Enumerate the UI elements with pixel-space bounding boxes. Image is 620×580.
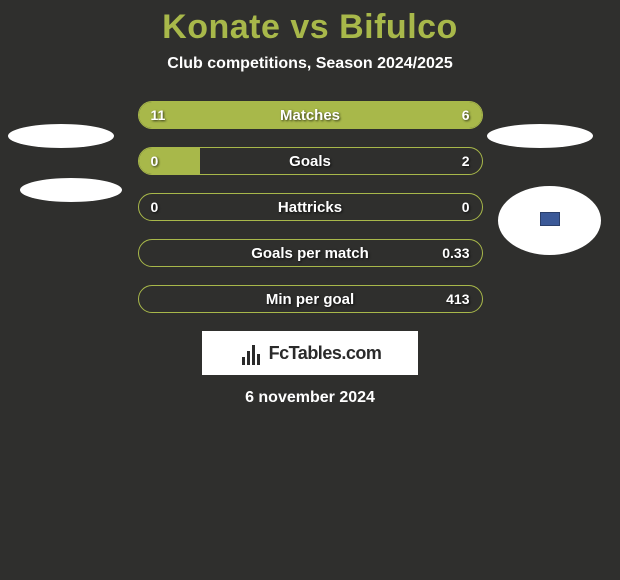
subtitle: Club competitions, Season 2024/2025 bbox=[0, 55, 620, 73]
stat-label: Min per goal bbox=[139, 286, 482, 312]
bar-chart-icon bbox=[239, 341, 263, 365]
player-right-ellipse bbox=[487, 124, 593, 148]
value-right: 0.33 bbox=[442, 240, 469, 266]
value-right: 6 bbox=[462, 102, 470, 128]
stat-row-hattricks: 0 Hattricks 0 bbox=[138, 193, 483, 221]
player-left-ellipse-2 bbox=[20, 178, 122, 202]
stat-row-mpg: Min per goal 413 bbox=[138, 285, 483, 313]
stat-label: Hattricks bbox=[139, 194, 482, 220]
stat-label: Goals bbox=[139, 148, 482, 174]
page-title: Konate vs Bifulco bbox=[0, 8, 620, 47]
logo-text: FcTables.com bbox=[269, 343, 382, 364]
date-label: 6 november 2024 bbox=[0, 389, 620, 407]
stat-label: Goals per match bbox=[139, 240, 482, 266]
flag-icon bbox=[540, 212, 560, 226]
player-left-ellipse-1 bbox=[8, 124, 114, 148]
stat-label: Matches bbox=[139, 102, 482, 128]
stat-row-gpm: Goals per match 0.33 bbox=[138, 239, 483, 267]
fctables-logo: FcTables.com bbox=[202, 331, 418, 375]
stat-row-goals: 0 Goals 2 bbox=[138, 147, 483, 175]
value-right: 2 bbox=[462, 148, 470, 174]
stat-row-matches: 11 Matches 6 bbox=[138, 101, 483, 129]
value-right: 413 bbox=[446, 286, 469, 312]
value-right: 0 bbox=[462, 194, 470, 220]
